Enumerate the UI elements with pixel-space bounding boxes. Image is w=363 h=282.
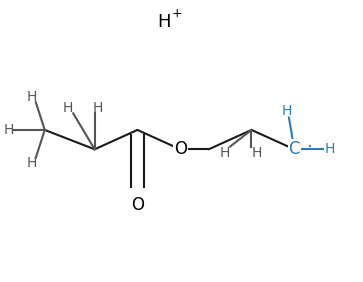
Text: H: H bbox=[220, 146, 230, 160]
Text: H: H bbox=[4, 123, 14, 137]
Text: H: H bbox=[93, 101, 103, 115]
Text: H: H bbox=[63, 101, 73, 115]
Text: +: + bbox=[172, 7, 183, 20]
Text: H: H bbox=[252, 146, 262, 160]
Text: ·: · bbox=[306, 138, 311, 156]
Text: C: C bbox=[289, 140, 300, 158]
Text: H: H bbox=[157, 13, 171, 31]
Text: H: H bbox=[325, 142, 335, 156]
Text: H: H bbox=[282, 104, 292, 118]
Text: H: H bbox=[27, 156, 37, 170]
Text: O: O bbox=[131, 196, 144, 213]
Text: O: O bbox=[174, 140, 187, 158]
Text: H: H bbox=[27, 90, 37, 104]
